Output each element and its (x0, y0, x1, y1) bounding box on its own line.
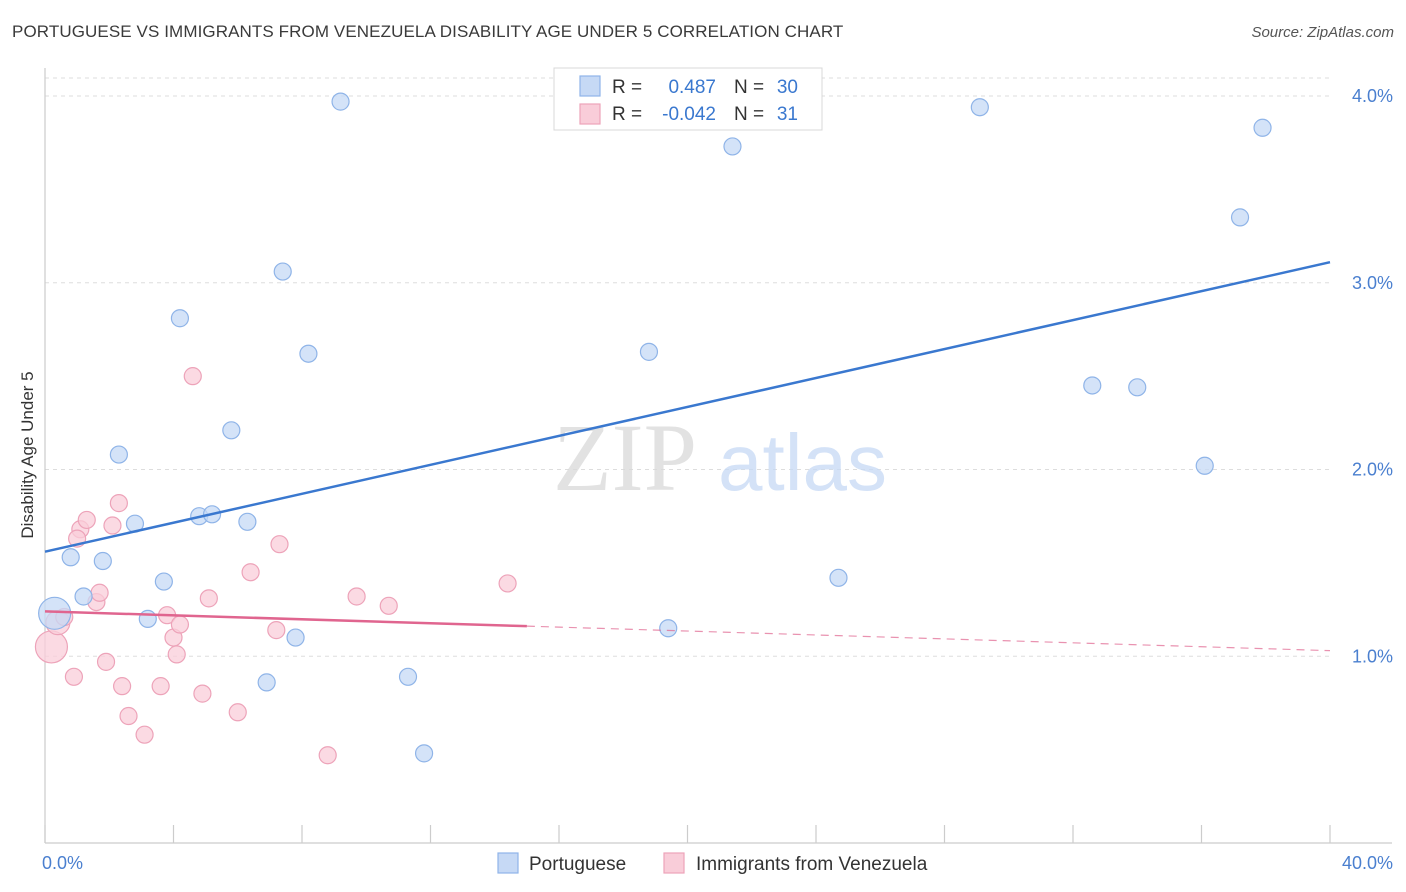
venezuela-trend-line-extension (526, 625, 1331, 652)
venezuela-point-24 (228, 703, 247, 722)
venezuela-point-1 (34, 630, 69, 664)
portuguese-trend-line (44, 260, 1331, 553)
stats-legend: R = 0.487 N = 30 R = -0.042 N = 31 (553, 67, 823, 131)
portuguese-point-22 (659, 619, 678, 638)
venezuela-point-10 (96, 652, 116, 671)
portuguese-point-17 (299, 344, 318, 363)
venezuela-point-20 (170, 615, 190, 634)
venezuela-point-12 (109, 494, 128, 513)
legend-n-value-2: 31 (777, 104, 798, 125)
y-tick-label-1: 1.0% (1352, 646, 1393, 666)
portuguese-point-30 (1253, 118, 1272, 137)
portuguese-point-19 (398, 667, 418, 686)
trend-lines (44, 260, 1331, 652)
portuguese-point-18 (331, 92, 350, 111)
bottom-legend-label-portuguese: Portuguese (529, 854, 626, 875)
portuguese-point-2 (61, 548, 80, 567)
source-label: Source: ZipAtlas.com (1251, 24, 1394, 41)
legend-r-value-2: -0.042 (662, 104, 716, 125)
legend-r-label-1: R = (612, 77, 642, 98)
portuguese-point-29 (1230, 208, 1250, 227)
portuguese-point-9 (170, 309, 190, 328)
y-tick-label-4: 4.0% (1352, 86, 1393, 106)
x-tick-label-min: 0.0% (42, 853, 83, 873)
venezuela-point-25 (241, 563, 260, 582)
venezuela-point-23 (199, 589, 218, 608)
portuguese-point-28 (1195, 456, 1214, 475)
portuguese-point-20 (414, 744, 434, 763)
venezuela-point-19 (167, 645, 186, 664)
portuguese-point-25 (970, 98, 989, 117)
portuguese-point-13 (238, 512, 257, 531)
venezuela-point-14 (119, 706, 138, 726)
venezuela-point-4 (64, 667, 84, 686)
portuguese-point-23 (723, 137, 742, 156)
portuguese-point-24 (829, 568, 848, 587)
bottom-legend-swatch-portuguese (497, 852, 519, 874)
chart-title: PORTUGUESE VS IMMIGRANTS FROM VENEZUELA … (12, 22, 844, 41)
venezuela-point-9 (90, 583, 109, 602)
venezuela-point-21 (183, 367, 202, 386)
portuguese-point-3 (74, 587, 93, 606)
venezuela-point-26 (267, 621, 286, 640)
y-tick-labels: 1.0% 2.0% 3.0% 4.0% (1352, 86, 1393, 666)
portuguese-point-14 (257, 673, 276, 692)
x-tick-label-max: 40.0% (1342, 853, 1393, 873)
venezuela-point-11 (103, 516, 122, 535)
watermark-atlas: atlas (718, 418, 887, 507)
venezuela-point-13 (112, 677, 132, 696)
portuguese-point-16 (286, 628, 305, 647)
portuguese-point-8 (154, 572, 173, 591)
legend-n-label-1: N = (734, 77, 764, 98)
bottom-legend-label-venezuela: Immigrants from Venezuela (696, 854, 928, 875)
portuguese-point-27 (1128, 378, 1147, 397)
legend-n-value-1: 30 (777, 77, 798, 98)
legend-n-label-2: N = (734, 104, 764, 125)
series-legend: Portuguese Immigrants from Venezuela (497, 852, 928, 875)
portuguese-point-5 (109, 445, 128, 464)
x-tick-marks (44, 825, 1331, 843)
portuguese-point-26 (1083, 376, 1102, 395)
venezuela-point-16 (151, 677, 170, 696)
grid-lines (45, 77, 1330, 657)
axes (44, 68, 1392, 844)
venezuela-point-28 (318, 746, 337, 765)
watermark: ZIP atlas (553, 404, 887, 511)
bottom-legend-swatch-venezuela (663, 852, 685, 874)
legend-swatch-venezuela (579, 103, 601, 125)
venezuela-point-30 (379, 596, 398, 615)
portuguese-point-15 (273, 262, 292, 281)
legend-r-value-1: 0.487 (668, 77, 716, 98)
venezuela-point-22 (193, 684, 212, 703)
venezuela-point-29 (347, 587, 366, 606)
y-tick-label-2: 2.0% (1352, 460, 1393, 480)
legend-swatch-portuguese (579, 75, 601, 97)
portuguese-point-21 (639, 342, 659, 361)
venezuela-point-27 (270, 535, 289, 554)
venezuela-point-7 (77, 510, 96, 530)
portuguese-point-4 (93, 551, 112, 571)
y-axis-label: Disability Age Under 5 (18, 371, 37, 538)
venezuela-point-15 (135, 725, 154, 744)
portuguese-point-12 (222, 421, 241, 440)
venezuela-point-31 (498, 574, 517, 593)
legend-r-label-2: R = (612, 104, 642, 125)
y-tick-label-3: 3.0% (1352, 273, 1393, 293)
venezuela-trend-line (44, 610, 527, 628)
portuguese-point-7 (138, 609, 157, 629)
